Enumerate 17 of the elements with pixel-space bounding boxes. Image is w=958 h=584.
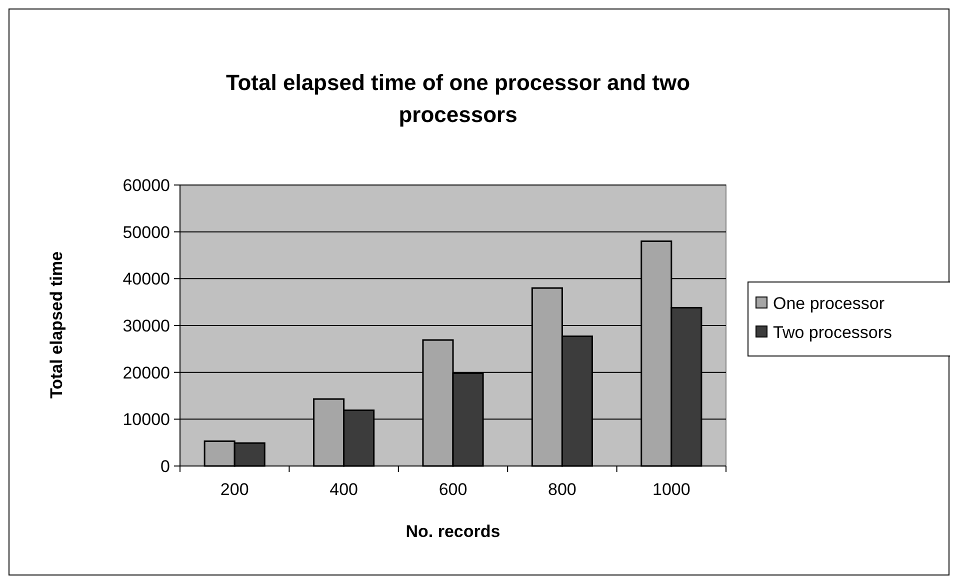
y-tick-label: 10000 (122, 410, 170, 430)
y-tick-label: 50000 (122, 222, 170, 242)
y-tick-label: 30000 (122, 316, 170, 336)
y-tick-label: 40000 (122, 270, 170, 289)
x-tick-label: 400 (330, 480, 358, 499)
x-tick-label: 800 (548, 480, 576, 499)
x-axis-title: No. records (406, 522, 500, 541)
x-tick-label: 600 (438, 480, 468, 499)
y-tick-label: 60000 (122, 176, 170, 195)
y-tick-label: 0 (160, 456, 170, 476)
x-tick-label: 1000 (652, 480, 690, 499)
legend-label: Two processors (773, 322, 892, 342)
legend-label: One processor (773, 294, 885, 313)
y-axis-title: Total elapsed time (47, 251, 66, 399)
chart-title: Total elapsed time of one processor and two processors (226, 70, 690, 127)
y-tick-label: 20000 (122, 363, 170, 382)
x-tick-label: 200 (220, 480, 249, 499)
